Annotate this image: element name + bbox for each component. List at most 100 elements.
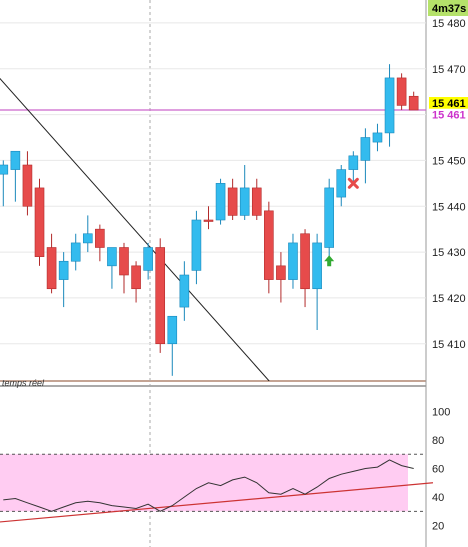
candle [276,252,286,303]
price-tick-label: 15 470 [432,64,466,76]
candle [34,178,45,266]
price-tick-label: 15 430 [432,247,466,259]
oscillator-tick-label: 20 [432,521,444,533]
candle-body [312,242,322,290]
candle [10,150,21,202]
candle-body [131,265,141,290]
candle [239,165,250,220]
candle-body [46,247,57,290]
candle [312,233,322,330]
candle [408,91,419,111]
candle-body [264,210,274,280]
candle-body [215,183,226,221]
candle-body [95,228,105,248]
price-tick-label: 15 440 [432,201,466,213]
candle-body [119,247,129,276]
timer-badge-bg [428,0,468,16]
candle [95,224,105,262]
price-badge-bg [429,108,468,122]
candle [264,201,274,294]
candle [300,229,310,308]
candle [348,151,359,184]
candle [70,233,81,271]
candle [131,261,141,303]
candlestick-plot [0,64,419,381]
candle [251,178,262,220]
price-tick-label: 15 410 [432,339,466,351]
candle [0,160,9,207]
candle [58,252,69,308]
oscillator-trendline [0,482,434,523]
candle-body [167,315,178,345]
candle-body [372,132,383,143]
candle-body [396,77,407,106]
candle-body [191,219,202,271]
candle-body [58,260,69,280]
candle-body [348,155,359,170]
price-badge-label: 15 461 [432,110,466,122]
realtime-note: temps réel [2,378,45,388]
realtime-note-label: temps réel [2,378,45,388]
price-tick-label: 15 480 [432,18,466,30]
candle [167,315,178,376]
candle-body [360,137,371,161]
candle-body [70,242,81,262]
candle [22,151,33,216]
buy-signal-icon [324,255,335,267]
timer-badge: 4m37s [428,0,468,16]
candle-body [143,247,153,271]
candle-body [10,150,21,170]
oscillator-tick-label: 80 [432,435,444,447]
candle-body [82,233,93,244]
timer-badge-label: 4m37s [432,3,466,15]
candle [203,206,214,230]
candle-body [288,242,298,280]
candle-body [22,164,33,207]
oscillator-plot [0,453,434,523]
candle-body [251,187,262,216]
oscillator-axis: 100 80 60 40 20 [432,406,450,532]
candle-body [227,187,238,216]
candle [46,233,57,294]
candle [82,215,93,253]
candle [336,165,347,207]
candle [396,73,407,110]
candle-body [324,187,334,248]
oscillator-tick-label: 40 [432,492,444,504]
price-tick-label: 15 450 [432,155,466,167]
candle [119,242,129,294]
oscillator-tick-label: 60 [432,464,444,476]
candle [227,178,238,220]
price-badge-bg [429,97,468,110]
candle [324,178,334,262]
candle-body [179,274,190,308]
candle-body [239,187,250,216]
candle-body [203,219,214,222]
candle [215,178,226,225]
candle-body [107,247,117,267]
oscillator-line [3,459,414,512]
candle-body [155,247,166,345]
price-badge: 15 461 [429,108,468,122]
candle-body [0,164,9,175]
candle [288,233,298,289]
candle [107,247,117,289]
price-badge-label: 15 461 [432,98,466,110]
price-tick-label: 15 420 [432,293,466,305]
oscillator-band [0,454,408,512]
candle-body [408,95,419,111]
candle [155,238,166,353]
candle-body [276,265,286,280]
candle [179,261,190,321]
candle [384,64,395,147]
trendline [0,77,270,381]
candle [372,123,383,152]
price-badge: 15 461 [429,97,468,110]
candle-body [336,169,347,198]
candle-body [300,233,310,290]
candle [191,210,202,285]
candle-body [384,77,395,134]
candle [143,242,153,280]
